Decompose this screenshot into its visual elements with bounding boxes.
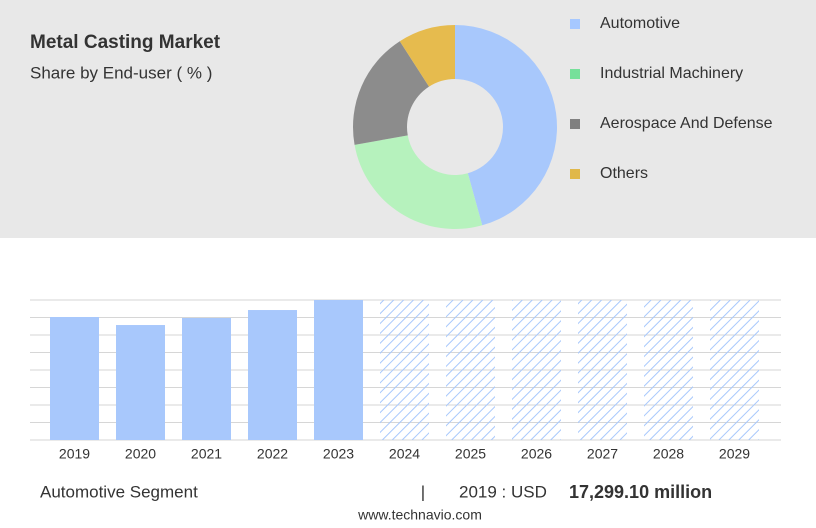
x-tick-label: 2027 xyxy=(587,446,618,462)
legend-swatch xyxy=(570,69,580,79)
legend-label: Aerospace And Defense xyxy=(600,115,773,132)
x-tick-label: 2026 xyxy=(521,446,552,462)
x-tick-label: 2019 xyxy=(59,446,90,462)
forecast-bar xyxy=(512,300,561,440)
bar xyxy=(182,317,231,440)
footer-value: 17,299.10 million xyxy=(569,482,712,502)
bar xyxy=(248,310,297,440)
legend-label: Industrial Machinery xyxy=(600,65,743,82)
donut-slice xyxy=(353,41,430,145)
x-tick-label: 2029 xyxy=(719,446,750,462)
footer-separator: | xyxy=(421,482,425,501)
x-tick-label: 2025 xyxy=(455,446,486,462)
x-tick-label: 2022 xyxy=(257,446,288,462)
x-tick-label: 2028 xyxy=(653,446,684,462)
chart-subtitle: Share by End-user ( % ) xyxy=(30,63,212,82)
x-tick-label: 2024 xyxy=(389,446,420,462)
legend-label: Automotive xyxy=(600,15,680,32)
donut-slice xyxy=(354,135,483,229)
legend-swatch xyxy=(570,169,580,179)
legend-label: Others xyxy=(600,165,648,182)
legend-swatch xyxy=(570,119,580,129)
forecast-bar xyxy=(380,300,429,440)
forecast-bar xyxy=(644,300,693,440)
bar xyxy=(314,300,363,440)
chart-title: Metal Casting Market xyxy=(30,32,221,53)
forecast-bar xyxy=(446,300,495,440)
legend-swatch xyxy=(570,19,580,29)
footer-source: www.technavio.com xyxy=(357,507,482,523)
footer-segment: Automotive Segment xyxy=(40,482,198,501)
bar xyxy=(50,316,99,440)
donut-slice xyxy=(399,25,455,87)
bar xyxy=(116,325,165,440)
donut-slice xyxy=(455,25,557,226)
x-tick-label: 2020 xyxy=(125,446,156,462)
forecast-bar xyxy=(578,300,627,440)
x-tick-label: 2023 xyxy=(323,446,354,462)
footer-period: 2019 : USD xyxy=(459,482,547,501)
forecast-bar xyxy=(710,300,759,440)
x-tick-label: 2021 xyxy=(191,446,222,462)
